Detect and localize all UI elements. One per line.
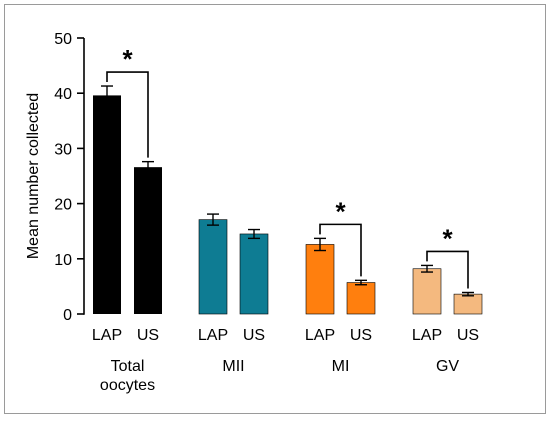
y-tick-label: 10 [54, 252, 72, 269]
bar-category-label: LAP [92, 327, 122, 344]
bar-gv-us [453, 293, 483, 315]
bar-category-label: US [137, 327, 159, 344]
group-label: Total oocytes [100, 358, 155, 394]
bar-category-label: US [350, 327, 372, 344]
y-tick-label: 20 [54, 197, 72, 214]
group-label: MI [332, 358, 350, 375]
bar-category-label: LAP [412, 327, 442, 344]
bar-mii-lap [198, 219, 228, 315]
bar-total-oocytes-lap [93, 95, 121, 315]
bar-category-label: US [457, 327, 479, 344]
bar-total-oocytes-us [134, 167, 162, 314]
bar-category-label: US [243, 327, 265, 344]
significance-bracket [426, 250, 469, 289]
group-label-line: oocytes [100, 377, 155, 394]
bar-category-label: LAP [305, 327, 335, 344]
significance-bracket [106, 71, 149, 158]
y-axis-label: Mean number collected [25, 93, 42, 259]
chart-frame [4, 4, 546, 414]
bar-mi-lap [305, 244, 335, 315]
group-label: GV [436, 358, 459, 375]
significance-marker: * [335, 196, 346, 226]
bar-gv-lap [412, 268, 442, 315]
y-tick-label: 40 [54, 86, 72, 103]
bar-category-label: LAP [198, 327, 228, 344]
significance-bracket [319, 223, 362, 277]
bar-mi-us [346, 282, 376, 315]
plot-area: 0 10 20 30 40 50 Mean number collected LAP US Tot… [25, 31, 483, 394]
y-tick-label: 30 [54, 141, 72, 158]
y-tick-label: 0 [63, 307, 72, 324]
group-label-line: Total [111, 358, 145, 375]
bar-mii-us [239, 233, 269, 315]
group-label-line: MI [332, 358, 350, 375]
group-label-line: MII [222, 358, 244, 375]
significance-marker: * [442, 223, 453, 253]
group-label-line: GV [436, 358, 459, 375]
y-tick-label: 50 [54, 31, 72, 48]
significance-marker: * [122, 44, 133, 74]
group-label: MII [222, 358, 244, 375]
